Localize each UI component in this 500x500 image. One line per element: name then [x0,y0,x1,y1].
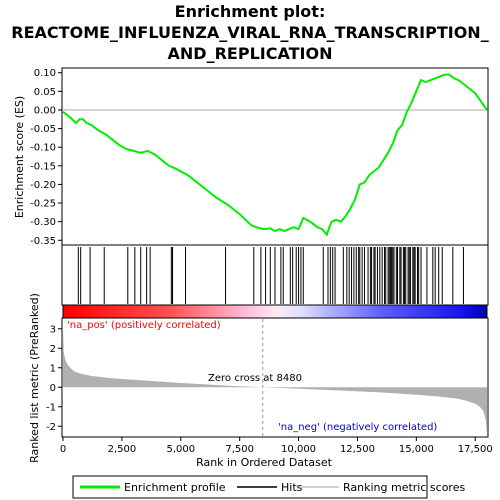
metric-y-tick-label: -1 [46,402,56,413]
es-y-tick-label: -0.10 [30,143,56,154]
metric-y-axis: 3 2 1 0 -1 -2 [46,324,62,433]
metric-y-tick-label: 0 [50,383,56,394]
metric-y-tick-label: 3 [50,324,56,335]
rank-color-bar-fill [63,305,487,318]
hits-panel [62,245,488,305]
title-line-1: Enrichment plot: [175,2,326,21]
metric-y-tick-label: -2 [46,422,56,433]
metric-x-tick-label: 5,000 [166,444,195,455]
pos-correlated-label: 'na_pos' (positively correlated) [67,320,221,331]
metric-x-axis-label: Rank in Ordered Dataset [196,456,333,469]
title-line-2: REACTOME_INFLUENZA_VIRAL_RNA_TRANSCRIPTI… [11,23,488,42]
legend: Enrichment profile Hits Ranking metric s… [73,476,465,498]
es-panel-frame [62,68,488,245]
metric-y-tick-label: 1 [50,363,56,374]
legend-ranking-metric-label: Ranking metric scores [343,481,465,494]
metric-x-tick-label: 12,500 [340,444,375,455]
enrichment-score-panel: 0.10 0.05 0.00 -0.05 -0.10 -0.15 -0.20 -0.25 -0.… [13,68,488,247]
legend-enrichment-profile-label: Enrichment profile [124,481,226,494]
metric-x-tick-label: 10,000 [281,444,316,455]
neg-correlated-label: 'na_neg' (negatively correlated) [278,422,437,433]
title-line-3: AND_REPLICATION [168,44,333,63]
metric-x-axis: 0 2,500 5,000 7,500 10,000 12,500 15,000 17,500 [60,437,493,455]
metric-x-tick-label: 0 [60,444,66,455]
es-y-tick-label: 0.00 [34,105,56,116]
es-y-tick-label: 0.10 [34,68,56,79]
es-y-tick-label: 0.05 [34,87,56,98]
metric-y-axis-label: Ranked list metric (PreRanked) [28,293,41,463]
zero-cross-label: Zero cross at 8480 [208,373,302,384]
metric-y-tick-label: 2 [50,344,56,355]
es-y-axis: 0.10 0.05 0.00 -0.05 -0.10 -0.15 -0.20 -0.25 -0.… [30,68,62,247]
es-y-tick-label: -0.25 [30,199,56,210]
es-y-tick-label: -0.30 [30,217,56,228]
es-y-tick-label: -0.15 [30,161,56,172]
rank-color-bar [63,305,487,318]
es-y-tick-label: -0.35 [30,236,56,247]
ranked-metric-panel: 3 2 1 0 -1 -2 0 2,500 5,000 7,500 10,000 12,500 15,… [28,293,493,469]
metric-x-tick-label: 7,500 [225,444,254,455]
metric-x-tick-label: 2,500 [108,444,137,455]
es-y-axis-label: Enrichment score (ES) [13,96,26,218]
es-y-tick-label: -0.05 [30,124,56,135]
es-y-tick-label: -0.20 [30,180,56,191]
metric-x-tick-label: 15,000 [399,444,434,455]
metric-x-tick-label: 17,500 [458,444,493,455]
